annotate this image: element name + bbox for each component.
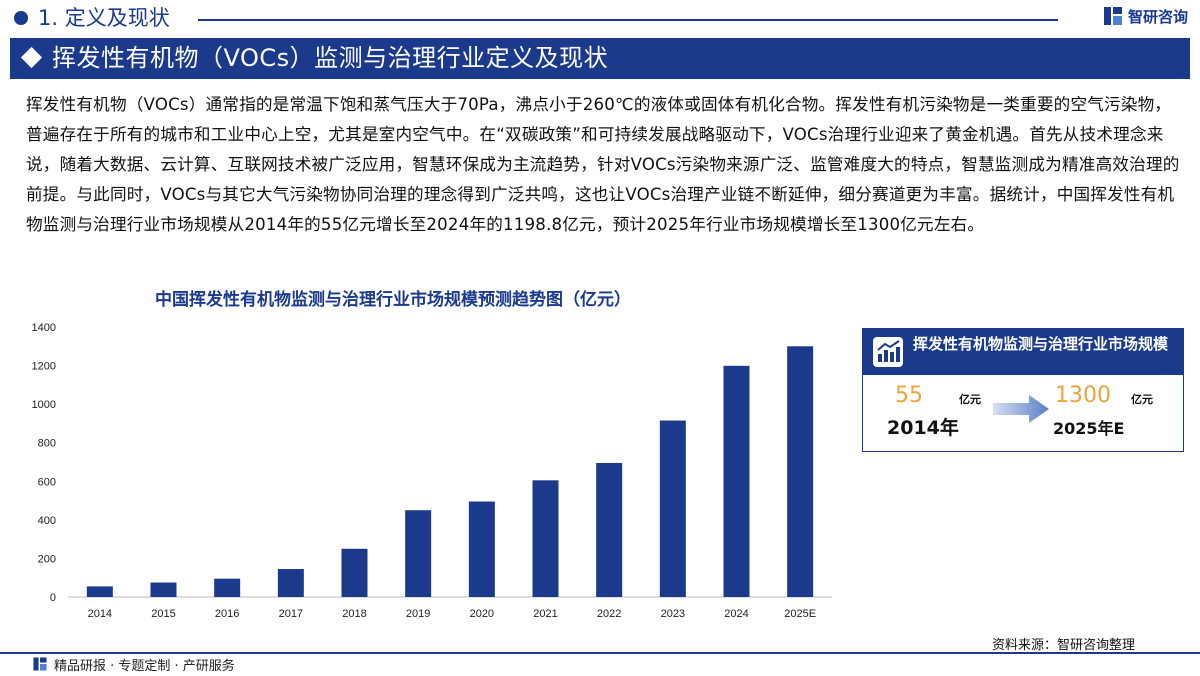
bar-2021: [532, 480, 559, 597]
x-tick-label: 2014: [88, 608, 112, 620]
bar-chart: 0 200 400 600 800 1000 1200 1400 2014 2015 2016 201…: [32, 322, 832, 620]
bar-2023: [659, 420, 686, 597]
footer-services: 精品研报 · 专题定制 · 产研服务: [54, 659, 235, 674]
y-tick-label: 1400: [32, 322, 56, 334]
title-banner: 挥发性有机物（VOCs）监测与治理行业定义及现状: [10, 38, 1190, 79]
diamond-icon: [20, 46, 43, 69]
growth-chart-icon: [873, 337, 903, 371]
brand: 智研咨询: [1102, 5, 1188, 27]
start-unit: 亿元: [959, 393, 981, 406]
brand-logo-icon: [1102, 5, 1124, 27]
end-year: 2025年E: [1053, 419, 1125, 438]
bar-2025E: [787, 346, 814, 597]
y-tick-label: 0: [50, 592, 56, 604]
x-tick-label: 2020: [470, 608, 494, 620]
bar-2018: [341, 548, 368, 597]
brand-name: 智研咨询: [1127, 7, 1188, 26]
y-tick-label: 400: [38, 515, 56, 527]
x-tick-label: 2019: [406, 608, 430, 620]
section-bullet-icon: [14, 11, 28, 25]
section-title: 1. 定义及现状: [38, 6, 170, 30]
bar-2019: [405, 510, 432, 597]
bar-2022: [596, 462, 623, 597]
bar-2014: [86, 586, 113, 597]
top-bar: 1. 定义及现状 智研咨询: [0, 0, 1200, 38]
end-value: 1300: [1055, 383, 1111, 408]
source-note: 资料来源：智研咨询整理: [992, 638, 1136, 653]
bar-2024: [723, 365, 750, 597]
x-tick-label: 2024: [724, 608, 748, 620]
info-card-header: 挥发性有机物监测与治理行业市场规模: [863, 329, 1183, 375]
x-tick-label: 2017: [279, 608, 303, 620]
x-tick-label: 2018: [342, 608, 366, 620]
page-title: 挥发性有机物（VOCs）监测与治理行业定义及现状: [52, 44, 609, 72]
info-card: 挥发性有机物监测与治理行业市场规模 55 亿元 2014年 1300 亿元 20…: [862, 328, 1184, 452]
chart-title: 中国挥发性有机物监测与治理行业市场规模预测趋势图（亿元）: [155, 290, 631, 310]
y-tick-label: 800: [38, 438, 56, 450]
x-tick-label: 2025E: [784, 608, 816, 620]
x-tick-label: 2021: [533, 608, 557, 620]
x-tick-label: 2016: [215, 608, 239, 620]
end-unit: 亿元: [1131, 393, 1153, 406]
bar-2016: [214, 578, 241, 597]
y-tick-label: 200: [38, 553, 56, 565]
y-tick-label: 600: [38, 476, 56, 488]
top-divider: [198, 19, 1058, 21]
bottom-divider: [0, 652, 1200, 654]
footer-logo-icon: [32, 656, 48, 676]
bar-2015: [150, 582, 177, 597]
bar-2020: [468, 501, 495, 597]
x-tick-label: 2023: [661, 608, 685, 620]
intro-paragraph: 挥发性有机物（VOCs）通常指的是常温下饱和蒸气压大于70Pa，沸点小于260℃…: [26, 95, 1180, 234]
start-year: 2014年: [887, 417, 959, 439]
x-tick-label: 2022: [597, 608, 621, 620]
start-value: 55: [895, 383, 923, 408]
bar-2017: [277, 569, 304, 597]
arrow-right-icon: [993, 393, 1049, 429]
info-card-title: 挥发性有机物监测与治理行业市场规模: [913, 335, 1169, 353]
y-tick-label: 1200: [32, 361, 56, 373]
y-tick-label: 1000: [32, 399, 56, 411]
x-tick-label: 2015: [151, 608, 175, 620]
